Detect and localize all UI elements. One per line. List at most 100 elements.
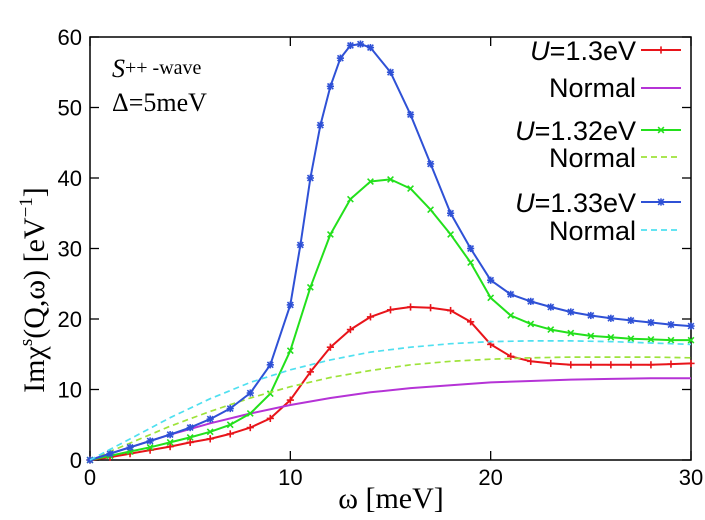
data-point-4 bbox=[547, 303, 555, 311]
data-point-2 bbox=[587, 332, 595, 340]
data-point-0 bbox=[266, 414, 274, 423]
data-point-4 bbox=[667, 321, 675, 329]
data-point-2 bbox=[186, 433, 194, 441]
data-point-0 bbox=[627, 361, 635, 369]
series-line-5 bbox=[89, 340, 692, 461]
data-point-2 bbox=[547, 326, 555, 334]
x-tick-label: 0 bbox=[84, 465, 96, 490]
data-point-2 bbox=[647, 335, 655, 343]
axis-ticks: 0 10 20 30 0 10 20 30 40 50 60 bbox=[58, 25, 704, 490]
y-tick-label: 30 bbox=[58, 237, 82, 262]
data-point-0 bbox=[226, 430, 234, 438]
data-point-4 bbox=[587, 311, 595, 320]
y-tick-label: 50 bbox=[58, 96, 82, 121]
data-point-4 bbox=[487, 276, 495, 284]
data-point-4 bbox=[356, 40, 365, 48]
y-tick-label: 10 bbox=[58, 378, 82, 403]
data-point-4 bbox=[406, 110, 415, 119]
legend: U=1.3eV Normal U=1.32eV Normal U=1.33eV … bbox=[515, 36, 681, 246]
data-point-4 bbox=[206, 415, 214, 423]
data-point-4 bbox=[246, 389, 254, 397]
data-point-4 bbox=[186, 423, 194, 432]
data-point-4 bbox=[386, 68, 395, 76]
data-point-2 bbox=[627, 335, 635, 343]
data-point-4 bbox=[527, 297, 535, 305]
data-point-4 bbox=[507, 290, 515, 298]
data-point-0 bbox=[507, 352, 515, 360]
data-point-0 bbox=[346, 325, 355, 334]
x-tick-label: 20 bbox=[478, 465, 502, 490]
y-axis-label: Imχs(Q,ω) [eV−1] bbox=[16, 187, 51, 393]
x-tick-label: 30 bbox=[679, 465, 703, 490]
data-point-0 bbox=[667, 360, 675, 368]
series-line-1 bbox=[89, 377, 691, 461]
wave-type-annotation: S++ -wave bbox=[112, 54, 202, 83]
data-point-0 bbox=[286, 396, 294, 404]
data-point-4 bbox=[627, 316, 635, 325]
data-point-2 bbox=[306, 283, 314, 291]
data-point-0 bbox=[326, 343, 334, 351]
legend-marker-0 bbox=[657, 46, 665, 54]
data-point-2 bbox=[346, 195, 354, 203]
data-point-2 bbox=[206, 428, 214, 436]
data-point-2 bbox=[487, 294, 495, 302]
legend-label-u133: U=1.33eV bbox=[515, 188, 636, 218]
data-point-2 bbox=[367, 178, 374, 185]
data-point-0 bbox=[647, 361, 655, 369]
data-point-0 bbox=[587, 361, 595, 369]
data-point-2 bbox=[407, 185, 414, 193]
data-point-4 bbox=[226, 404, 234, 413]
data-point-4 bbox=[567, 308, 575, 316]
data-point-4 bbox=[316, 121, 324, 129]
data-point-0 bbox=[426, 304, 435, 312]
data-point-2 bbox=[326, 230, 334, 238]
data-point-4 bbox=[336, 54, 345, 62]
data-point-2 bbox=[447, 230, 455, 238]
data-point-4 bbox=[447, 209, 455, 217]
data-point-2 bbox=[667, 336, 675, 344]
legend-label-normal-u133: Normal bbox=[549, 216, 636, 246]
data-point-0 bbox=[386, 306, 395, 314]
data-point-0 bbox=[306, 368, 314, 376]
data-point-4 bbox=[296, 241, 304, 249]
y-tick-label: 60 bbox=[58, 25, 82, 50]
legend-marker-2 bbox=[657, 126, 665, 134]
data-point-2 bbox=[467, 259, 475, 267]
data-point-4 bbox=[467, 244, 475, 253]
y-tick-label: 20 bbox=[58, 307, 82, 332]
legend-label-normal-u132: Normal bbox=[549, 143, 636, 173]
data-point-4 bbox=[326, 82, 334, 90]
gap-annotation: Δ=5meV bbox=[112, 88, 207, 117]
data-point-4 bbox=[126, 443, 134, 451]
data-point-4 bbox=[266, 361, 274, 369]
data-point-4 bbox=[166, 431, 174, 439]
data-point-2 bbox=[427, 206, 435, 214]
data-point-4 bbox=[346, 41, 355, 50]
x-tick-label: 10 bbox=[278, 465, 302, 490]
data-point-0 bbox=[366, 313, 375, 321]
data-point-0 bbox=[687, 359, 695, 368]
series-group bbox=[86, 40, 695, 464]
data-point-4 bbox=[647, 318, 655, 327]
legend-marker-4 bbox=[657, 198, 665, 206]
data-point-2 bbox=[567, 329, 575, 337]
data-point-0 bbox=[567, 361, 575, 369]
data-point-0 bbox=[527, 357, 535, 365]
data-point-4 bbox=[366, 43, 375, 52]
data-point-2 bbox=[387, 175, 394, 183]
data-point-4 bbox=[426, 160, 435, 168]
series-line-0 bbox=[89, 306, 692, 461]
data-point-4 bbox=[146, 437, 154, 445]
series-line-3 bbox=[89, 356, 692, 461]
data-point-2 bbox=[166, 438, 174, 446]
data-point-0 bbox=[607, 361, 615, 369]
data-point-2 bbox=[507, 312, 515, 319]
data-point-0 bbox=[246, 423, 254, 432]
data-point-2 bbox=[607, 333, 615, 341]
data-point-4 bbox=[306, 174, 314, 182]
y-tick-label: 40 bbox=[58, 166, 82, 191]
legend-label-u132: U=1.32eV bbox=[515, 116, 636, 146]
data-point-0 bbox=[447, 306, 455, 315]
data-point-4 bbox=[607, 314, 615, 322]
